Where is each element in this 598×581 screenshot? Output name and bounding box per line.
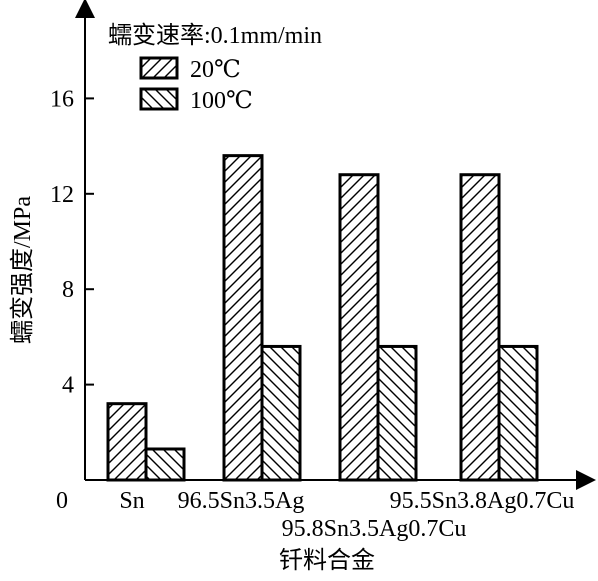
x-tick-label: 95.8Sn3.5Ag0.7Cu xyxy=(282,516,467,542)
bar-20c xyxy=(222,154,264,482)
bar-20c xyxy=(106,402,148,482)
x-tick-label: 96.5Sn3.5Ag xyxy=(178,488,305,514)
y-tick-label: 0 xyxy=(56,488,68,514)
x-axis-label: 钎料合金 xyxy=(279,547,375,574)
bar-100c xyxy=(497,344,539,482)
legend-swatch xyxy=(139,56,179,80)
y-axis-label: 蠕变强度/MPa xyxy=(9,196,36,344)
legend-swatch xyxy=(139,87,179,111)
bar-20c xyxy=(338,173,380,482)
y-tick-label: 8 xyxy=(62,277,74,303)
y-tick-label: 12 xyxy=(50,182,74,208)
bar-100c xyxy=(144,447,186,482)
y-tick-label: 4 xyxy=(62,373,74,399)
legend: 20℃ 100℃ xyxy=(139,56,253,114)
legend-label: 100℃ xyxy=(190,88,253,114)
bar-100c xyxy=(376,344,418,482)
x-tick-label: 95.5Sn3.8Ag0.7Cu xyxy=(390,488,575,514)
bar-20c xyxy=(459,173,501,482)
x-tick-label: Sn xyxy=(119,488,144,514)
bars xyxy=(106,154,539,482)
y-tick-label: 16 xyxy=(50,86,74,112)
y-ticks: 0 4 8 12 16 xyxy=(50,86,94,514)
bar-100c xyxy=(260,344,302,482)
legend-label: 20℃ xyxy=(190,57,241,83)
x-tick-labels: Sn 96.5Sn3.5Ag95.8Sn3.5Ag0.7Cu95.5Sn3.8Ag… xyxy=(119,488,574,542)
annotation-text: 蠕变速率:0.1mm/min xyxy=(108,22,322,49)
